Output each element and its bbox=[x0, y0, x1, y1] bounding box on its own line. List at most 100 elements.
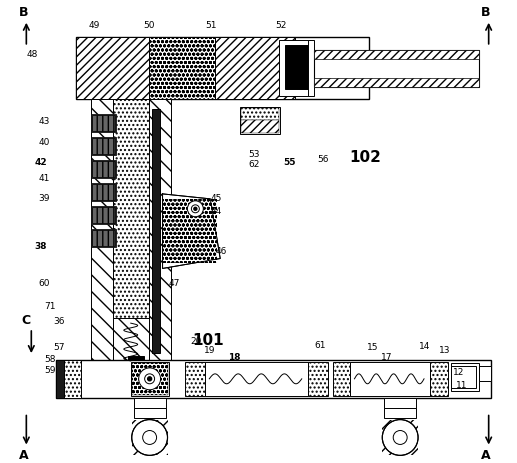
Text: 49: 49 bbox=[89, 21, 100, 31]
Text: 42: 42 bbox=[34, 157, 47, 167]
Circle shape bbox=[143, 431, 157, 444]
Text: 15: 15 bbox=[368, 344, 379, 352]
Bar bbox=[241, 120, 279, 133]
Bar bbox=[314, 50, 479, 87]
Text: 19: 19 bbox=[204, 346, 216, 356]
Text: 13: 13 bbox=[439, 346, 450, 356]
Bar bbox=[132, 419, 168, 456]
Text: B: B bbox=[481, 6, 491, 19]
Text: 101: 101 bbox=[192, 332, 224, 348]
Text: 38: 38 bbox=[34, 242, 47, 251]
Text: 52: 52 bbox=[275, 21, 286, 31]
Bar bbox=[91, 160, 116, 178]
Circle shape bbox=[145, 374, 155, 384]
Bar bbox=[113, 318, 148, 363]
Bar bbox=[451, 366, 476, 388]
Bar bbox=[91, 114, 116, 132]
Bar bbox=[240, 107, 280, 134]
Circle shape bbox=[194, 207, 197, 210]
Text: 60: 60 bbox=[38, 279, 50, 288]
Bar bbox=[132, 363, 168, 395]
Text: 53: 53 bbox=[248, 150, 260, 159]
Bar bbox=[162, 199, 217, 263]
Text: 59: 59 bbox=[44, 366, 56, 375]
Bar bbox=[314, 50, 479, 59]
Bar bbox=[91, 229, 116, 247]
Text: 45: 45 bbox=[210, 194, 222, 203]
Text: 58: 58 bbox=[44, 356, 56, 364]
Text: 43: 43 bbox=[38, 117, 50, 126]
Circle shape bbox=[393, 431, 407, 444]
Bar bbox=[91, 183, 116, 201]
Text: 56: 56 bbox=[317, 155, 329, 163]
Bar bbox=[479, 366, 491, 381]
Bar bbox=[308, 362, 328, 396]
Bar bbox=[92, 161, 115, 177]
Text: 39: 39 bbox=[38, 194, 50, 203]
Text: 71: 71 bbox=[44, 302, 56, 311]
Circle shape bbox=[148, 377, 151, 381]
Bar bbox=[91, 137, 116, 155]
Text: B: B bbox=[19, 6, 28, 19]
Bar bbox=[92, 207, 115, 223]
Text: 14: 14 bbox=[419, 342, 431, 350]
Bar bbox=[92, 230, 115, 245]
Bar bbox=[308, 40, 314, 96]
Text: 36: 36 bbox=[53, 317, 65, 325]
Circle shape bbox=[132, 419, 168, 456]
Polygon shape bbox=[162, 194, 220, 269]
Text: 50: 50 bbox=[144, 21, 155, 31]
Bar bbox=[351, 362, 430, 396]
Bar bbox=[279, 40, 310, 96]
Bar bbox=[92, 115, 115, 131]
Bar bbox=[131, 362, 169, 396]
Text: 20: 20 bbox=[190, 337, 202, 345]
Text: A: A bbox=[19, 449, 28, 462]
Bar bbox=[92, 230, 115, 245]
Text: 11: 11 bbox=[456, 381, 467, 390]
Text: 48: 48 bbox=[26, 50, 38, 59]
Bar bbox=[314, 78, 479, 87]
Circle shape bbox=[382, 419, 418, 456]
Bar bbox=[332, 362, 351, 396]
Bar bbox=[56, 360, 81, 398]
Bar bbox=[92, 207, 115, 223]
Bar bbox=[215, 37, 295, 100]
Text: 40: 40 bbox=[38, 138, 50, 147]
Text: 102: 102 bbox=[349, 150, 382, 164]
Text: 57: 57 bbox=[53, 344, 65, 352]
Bar bbox=[148, 37, 215, 100]
Bar bbox=[76, 37, 369, 100]
Bar bbox=[186, 362, 205, 396]
Text: 18: 18 bbox=[228, 353, 241, 363]
Bar bbox=[128, 356, 144, 373]
Bar bbox=[92, 161, 115, 177]
Text: 17: 17 bbox=[382, 353, 393, 363]
Text: 12: 12 bbox=[453, 369, 464, 377]
Bar bbox=[384, 407, 416, 418]
Text: 47: 47 bbox=[169, 279, 180, 288]
Bar bbox=[91, 100, 113, 368]
Bar bbox=[382, 419, 418, 456]
Bar bbox=[56, 360, 491, 398]
Bar bbox=[92, 138, 115, 154]
Bar bbox=[384, 398, 416, 407]
Bar bbox=[91, 206, 116, 224]
Text: 46: 46 bbox=[215, 247, 226, 256]
Bar bbox=[151, 109, 160, 353]
Bar bbox=[76, 37, 148, 100]
Circle shape bbox=[187, 201, 203, 217]
Text: 62: 62 bbox=[248, 160, 260, 169]
Bar bbox=[451, 363, 479, 391]
Circle shape bbox=[139, 368, 161, 390]
Circle shape bbox=[191, 205, 200, 213]
Text: C: C bbox=[22, 313, 31, 327]
Bar bbox=[113, 100, 148, 318]
Bar bbox=[430, 362, 448, 396]
Bar bbox=[56, 360, 64, 398]
Bar bbox=[92, 115, 115, 131]
Bar bbox=[134, 398, 165, 407]
Text: A: A bbox=[481, 449, 491, 462]
Bar bbox=[134, 407, 165, 418]
Bar bbox=[205, 362, 308, 396]
